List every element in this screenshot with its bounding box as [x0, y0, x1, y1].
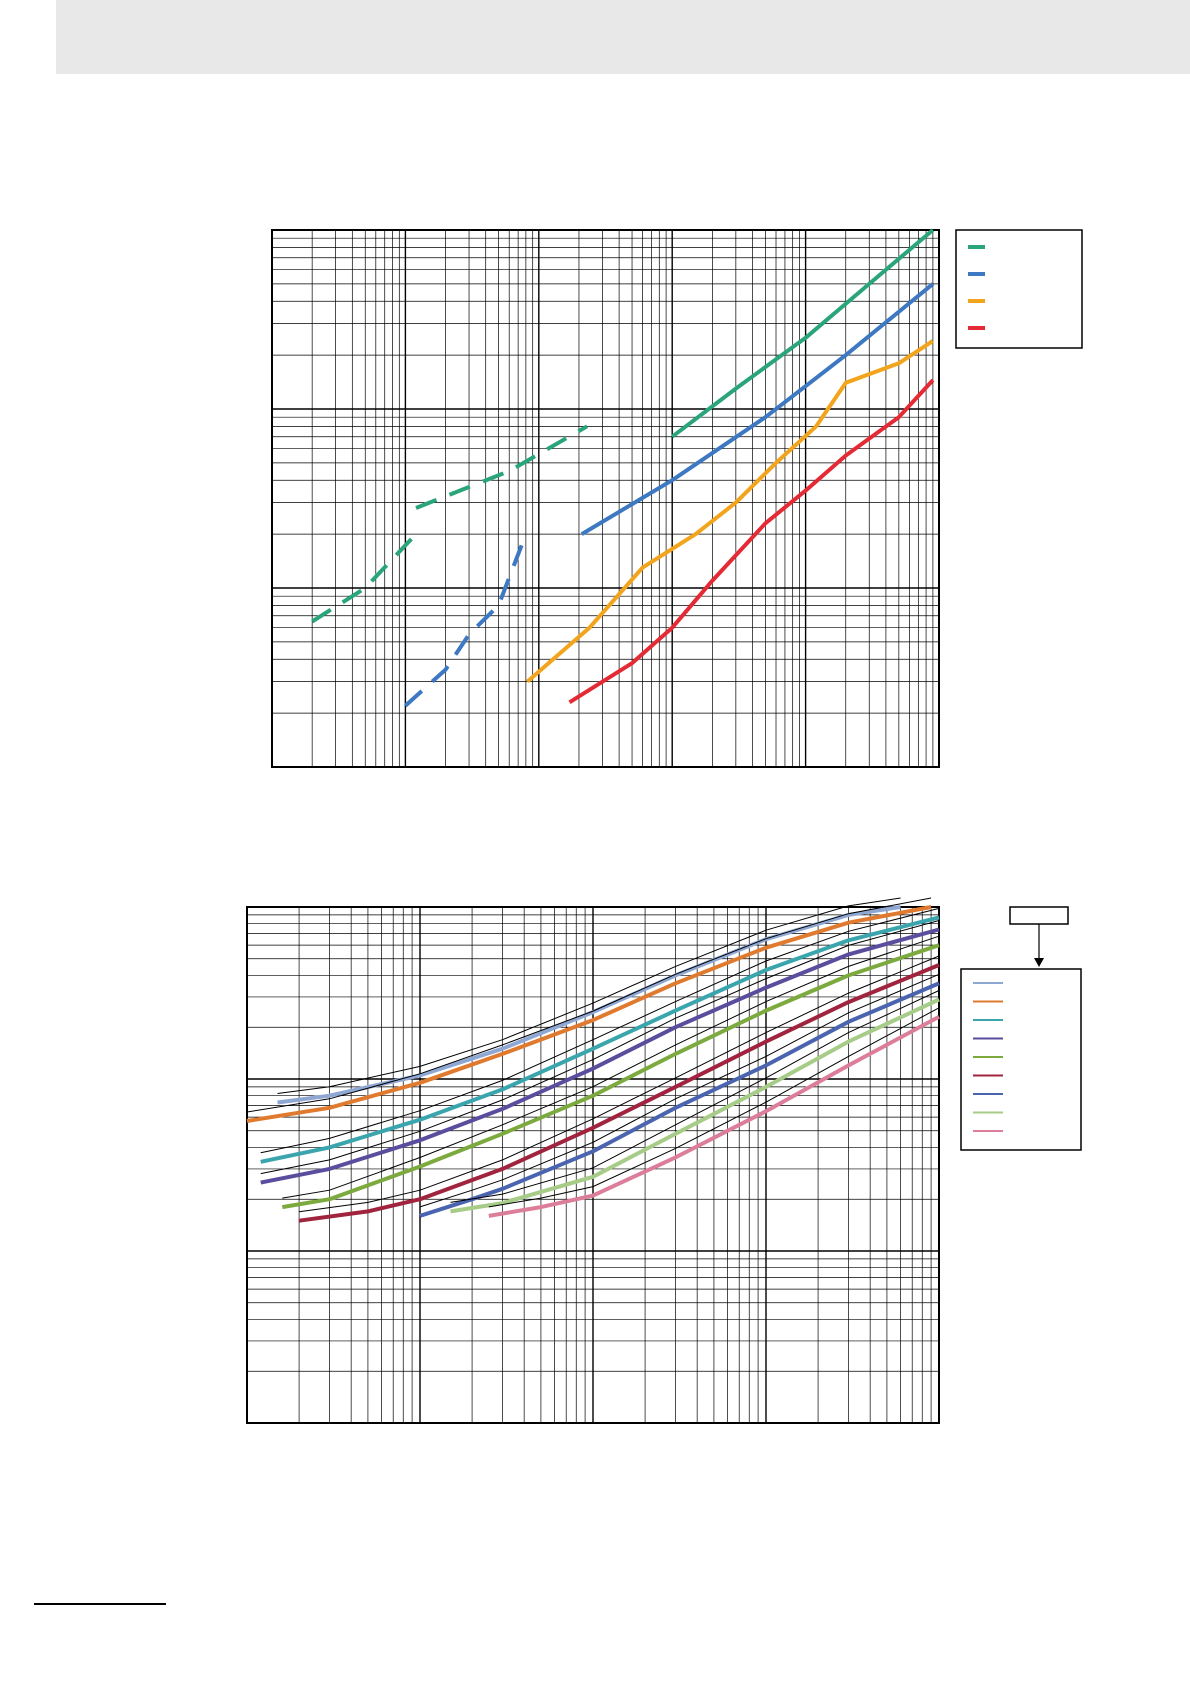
series-line: [260, 915, 940, 1164]
plot-frame: [246, 906, 940, 1424]
series-line: [568, 378, 935, 704]
plot-frame: [271, 229, 940, 768]
series-line: [450, 997, 940, 1214]
series-band-edge: [260, 907, 940, 1154]
legend-arrow-head: [1034, 958, 1044, 967]
series-line: [260, 927, 940, 1185]
series-line: [580, 282, 935, 536]
series-band-edge: [488, 1007, 940, 1208]
legend-tag-box: [1009, 906, 1069, 925]
series-line: [277, 905, 901, 1105]
series-band-edge: [299, 955, 940, 1213]
legend-box: [955, 229, 1083, 349]
legend: [960, 968, 1082, 1151]
series-line: [281, 943, 940, 1210]
series-band-edge: [246, 897, 932, 1113]
series-line: [246, 905, 932, 1123]
series-line: [419, 981, 940, 1218]
series-band-edge: [260, 920, 940, 1175]
chart-a-plot: [271, 228, 1083, 768]
series-band-edge: [419, 973, 940, 1208]
series-line: [311, 532, 418, 624]
series-band-edge: [277, 897, 901, 1094]
chart-b-plot: [246, 897, 1082, 1424]
series-line: [404, 533, 528, 708]
series-line: [670, 228, 935, 439]
series-line: [525, 339, 934, 684]
footer-rule: [34, 1603, 166, 1605]
legend-box: [960, 968, 1082, 1151]
header-bar: [56, 0, 1190, 74]
series-line: [415, 424, 589, 510]
series-line: [298, 963, 940, 1223]
series-band-edge: [282, 935, 940, 1199]
legend: [955, 229, 1083, 349]
series-line: [488, 1015, 940, 1218]
series-band-edge: [450, 990, 940, 1203]
